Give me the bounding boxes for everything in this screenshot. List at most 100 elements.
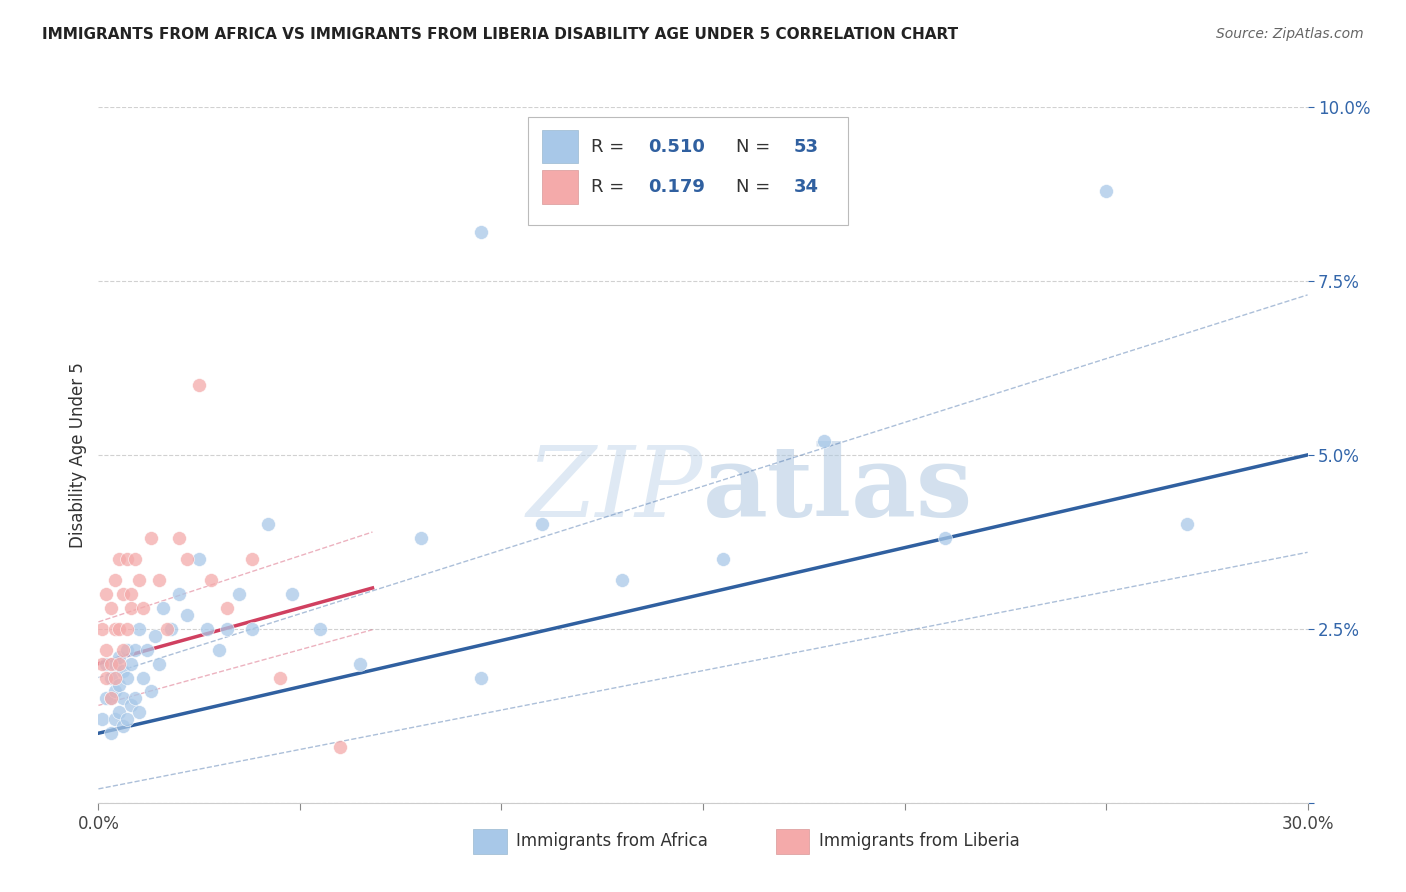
Point (208, 642, 231, 657)
Text: 53: 53 (794, 137, 818, 156)
Point (107, 622, 129, 636)
Point (115, 642, 138, 657)
Point (409, 532, 432, 546)
Text: R =: R = (591, 178, 630, 196)
Point (120, 601, 142, 615)
Point (111, 642, 134, 657)
Text: 0.179: 0.179 (648, 178, 706, 196)
Point (107, 649, 129, 664)
Point (91, 712, 114, 726)
Point (103, 684, 125, 698)
Point (96, 691, 118, 706)
Point (195, 622, 218, 636)
Text: 34: 34 (794, 178, 818, 196)
Point (135, 642, 157, 657)
FancyBboxPatch shape (543, 170, 578, 203)
FancyBboxPatch shape (543, 130, 578, 163)
Point (128, 573, 150, 587)
Text: IMMIGRANTS FROM AFRICA VS IMMIGRANTS FROM LIBERIA DISABILITY AGE UNDER 5 CORRELA: IMMIGRANTS FROM AFRICA VS IMMIGRANTS FRO… (42, 27, 959, 42)
Point (111, 691, 134, 706)
Point (100, 691, 122, 706)
Point (1175, 517, 1198, 532)
Point (228, 587, 250, 601)
Point (111, 664, 134, 678)
Point (530, 517, 553, 532)
Point (349, 657, 371, 671)
Text: Source: ZipAtlas.com: Source: ZipAtlas.com (1216, 27, 1364, 41)
Point (256, 517, 278, 532)
Point (132, 671, 155, 685)
Point (100, 657, 122, 671)
Point (96, 657, 118, 671)
Point (107, 657, 129, 671)
Point (100, 601, 122, 615)
Point (139, 684, 162, 698)
Point (217, 622, 239, 636)
Text: Immigrants from Africa: Immigrants from Africa (516, 832, 707, 850)
Y-axis label: Disability Age Under 5: Disability Age Under 5 (69, 362, 87, 548)
Point (470, 225, 492, 239)
Point (143, 629, 166, 643)
Point (240, 552, 263, 566)
Point (103, 573, 125, 587)
Point (934, 532, 956, 546)
Point (103, 657, 125, 671)
Point (160, 622, 183, 636)
Point (107, 552, 129, 566)
Point (100, 726, 122, 740)
Point (100, 671, 122, 685)
Point (470, 671, 492, 685)
Point (124, 691, 146, 706)
Point (156, 622, 179, 636)
Point (813, 434, 835, 448)
Point (217, 601, 239, 615)
Point (91, 622, 114, 636)
Point (124, 642, 146, 657)
Point (111, 719, 134, 733)
Point (167, 532, 190, 546)
Point (96, 642, 118, 657)
Text: R =: R = (591, 137, 630, 156)
Point (188, 378, 211, 392)
Text: 0.510: 0.510 (648, 137, 706, 156)
Point (200, 573, 222, 587)
Text: N =: N = (735, 137, 776, 156)
Point (148, 573, 170, 587)
Point (240, 622, 263, 636)
Point (120, 657, 142, 671)
Text: Immigrants from Liberia: Immigrants from Liberia (820, 832, 1019, 850)
Point (309, 622, 332, 636)
Point (96, 671, 118, 685)
FancyBboxPatch shape (474, 829, 508, 854)
Point (148, 657, 170, 671)
Point (128, 706, 150, 720)
Text: ZIP: ZIP (527, 442, 703, 537)
Point (269, 671, 291, 685)
Point (281, 587, 304, 601)
Text: atlas: atlas (703, 442, 973, 538)
Point (91, 657, 114, 671)
Point (120, 587, 142, 601)
Point (152, 601, 174, 615)
Point (103, 671, 125, 685)
Point (176, 607, 198, 622)
FancyBboxPatch shape (527, 118, 848, 226)
Point (96, 587, 118, 601)
Point (107, 677, 129, 691)
FancyBboxPatch shape (776, 829, 810, 854)
Point (115, 552, 138, 566)
Point (612, 573, 634, 587)
Point (107, 706, 129, 720)
Point (115, 671, 138, 685)
Point (1095, 184, 1118, 198)
Point (329, 740, 352, 755)
Point (115, 622, 138, 636)
Text: N =: N = (735, 178, 776, 196)
Point (711, 552, 734, 566)
Point (167, 587, 190, 601)
Point (176, 552, 198, 566)
Point (132, 601, 155, 615)
Point (115, 712, 138, 726)
Point (103, 712, 125, 726)
Point (120, 698, 142, 713)
